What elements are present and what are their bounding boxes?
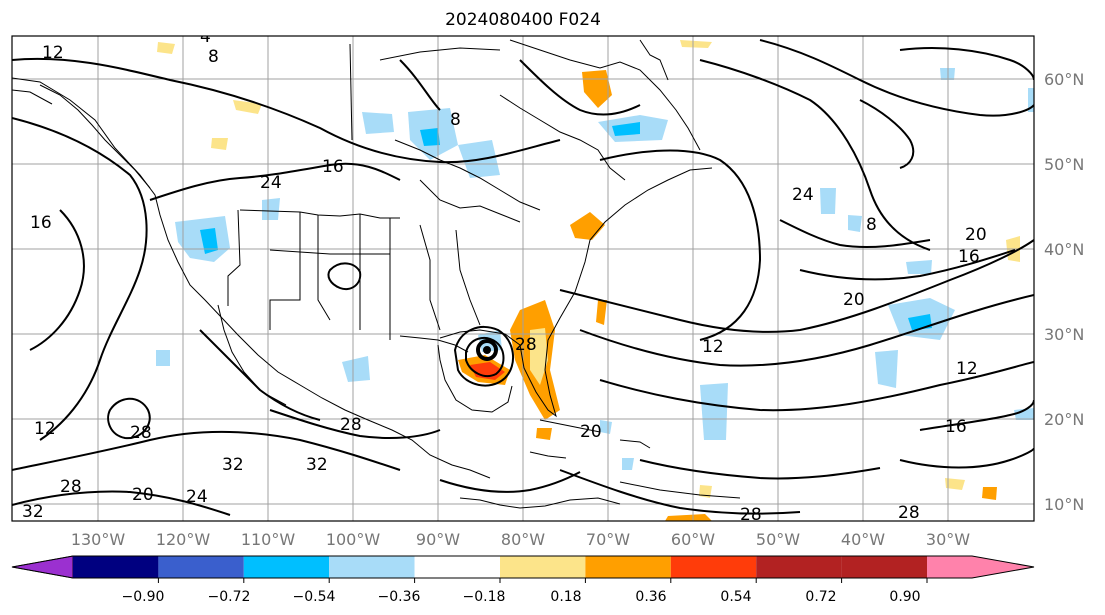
contour-label: 28	[60, 477, 82, 497]
contour-label: 28	[515, 335, 537, 355]
colorbar-extend-high	[841, 556, 927, 578]
contour-label: 16	[945, 417, 967, 437]
longitude-labels: 130°W 120°W 110°W 100°W 90°W 80°W 70°W 6…	[71, 530, 970, 549]
colorbar-tick-label: 0.36	[635, 589, 666, 605]
lat-label: 40°N	[1044, 240, 1084, 259]
lon-label: 110°W	[241, 530, 296, 549]
contour-label: 16	[322, 157, 344, 177]
contour-label: 28	[898, 503, 920, 523]
contour-label: 28	[130, 423, 152, 443]
colorbar-tick-label: 0.54	[720, 589, 751, 605]
contour-labels: 4 8 8 8 12 12 12 12 16 16 16 16 20 20 20…	[22, 27, 987, 525]
contour-label: 28	[340, 415, 362, 435]
colorbar-tick-label: −0.18	[463, 589, 506, 605]
lon-label: 120°W	[156, 530, 211, 549]
contour-label: 12	[702, 337, 724, 357]
lon-label: 30°W	[926, 530, 970, 549]
contour-lines	[12, 39, 1034, 516]
contour-label: 12	[42, 43, 64, 63]
contour-label: 32	[306, 455, 328, 475]
colorbar-extend-low	[11, 555, 74, 579]
colorbar-bin	[585, 556, 671, 578]
colorbar-extend-high-arrow	[927, 556, 1034, 578]
latitude-labels: 60°N 50°N 40°N 30°N 20°N 10°N	[1044, 70, 1084, 514]
negative-shading	[156, 68, 1034, 470]
lat-label: 50°N	[1044, 155, 1084, 174]
map-panel: 4 8 8 8 12 12 12 12 16 16 16 16 20 20 20…	[12, 27, 1034, 525]
lon-label: 90°W	[416, 530, 460, 549]
lon-label: 70°W	[586, 530, 630, 549]
contour-label: 28	[740, 505, 762, 525]
lon-label: 40°W	[841, 530, 885, 549]
contour-label: 8	[208, 47, 219, 67]
lon-label: 130°W	[71, 530, 126, 549]
contour-label: 32	[22, 502, 44, 522]
contour-label: 20	[132, 485, 154, 505]
colorbar: −0.90 −0.72 −0.54 −0.36 −0.18 0.18 0.36 …	[11, 555, 1035, 605]
colorbar-outline	[11, 555, 1035, 579]
lon-label: 100°W	[326, 530, 381, 549]
colorbar-bin	[158, 556, 244, 578]
contour-label: 24	[260, 173, 282, 193]
contour-label: 24	[792, 185, 814, 205]
colorbar-bin	[243, 556, 330, 578]
contour-label: 8	[450, 110, 461, 130]
map-title: 2024080400 F024	[445, 10, 601, 30]
coastlines	[12, 39, 741, 509]
graticule	[12, 36, 1034, 521]
lon-label: 60°W	[671, 530, 715, 549]
contour-label: 16	[30, 213, 52, 233]
contour-label: 16	[958, 247, 980, 267]
colorbar-bin	[73, 556, 159, 578]
colorbar-tick-label: 0.90	[889, 589, 920, 605]
colorbar-tick-label: −0.72	[208, 589, 251, 605]
contour-label: 32	[222, 455, 244, 475]
contour-label: 4	[200, 27, 211, 47]
colorbar-tick-label: −0.54	[293, 589, 336, 605]
colorbar-tick-label: −0.90	[122, 589, 165, 605]
lat-label: 10°N	[1044, 495, 1084, 514]
colorbar-bin	[756, 556, 842, 578]
contour-label: 12	[34, 419, 56, 439]
colorbar-tick-label: −0.36	[378, 589, 421, 605]
lat-label: 20°N	[1044, 410, 1084, 429]
contour-label: 24	[186, 487, 208, 507]
colorbar-bin	[500, 556, 586, 578]
lon-label: 50°W	[756, 530, 800, 549]
colorbar-tick-label: 0.72	[805, 589, 836, 605]
contour-label: 20	[965, 225, 987, 245]
contour-label: 20	[843, 290, 865, 310]
colorbar-tick-label: 0.18	[550, 589, 581, 605]
lat-label: 30°N	[1044, 325, 1084, 344]
contour-label: 8	[866, 215, 877, 235]
colorbar-bin	[414, 556, 500, 578]
lat-label: 60°N	[1044, 70, 1084, 89]
lon-label: 80°W	[501, 530, 545, 549]
colorbar-bin	[329, 556, 415, 578]
contour-label: 12	[956, 359, 978, 379]
map-frame	[11, 35, 1035, 522]
contour-label: 20	[580, 422, 602, 442]
colorbar-bin	[670, 556, 757, 578]
